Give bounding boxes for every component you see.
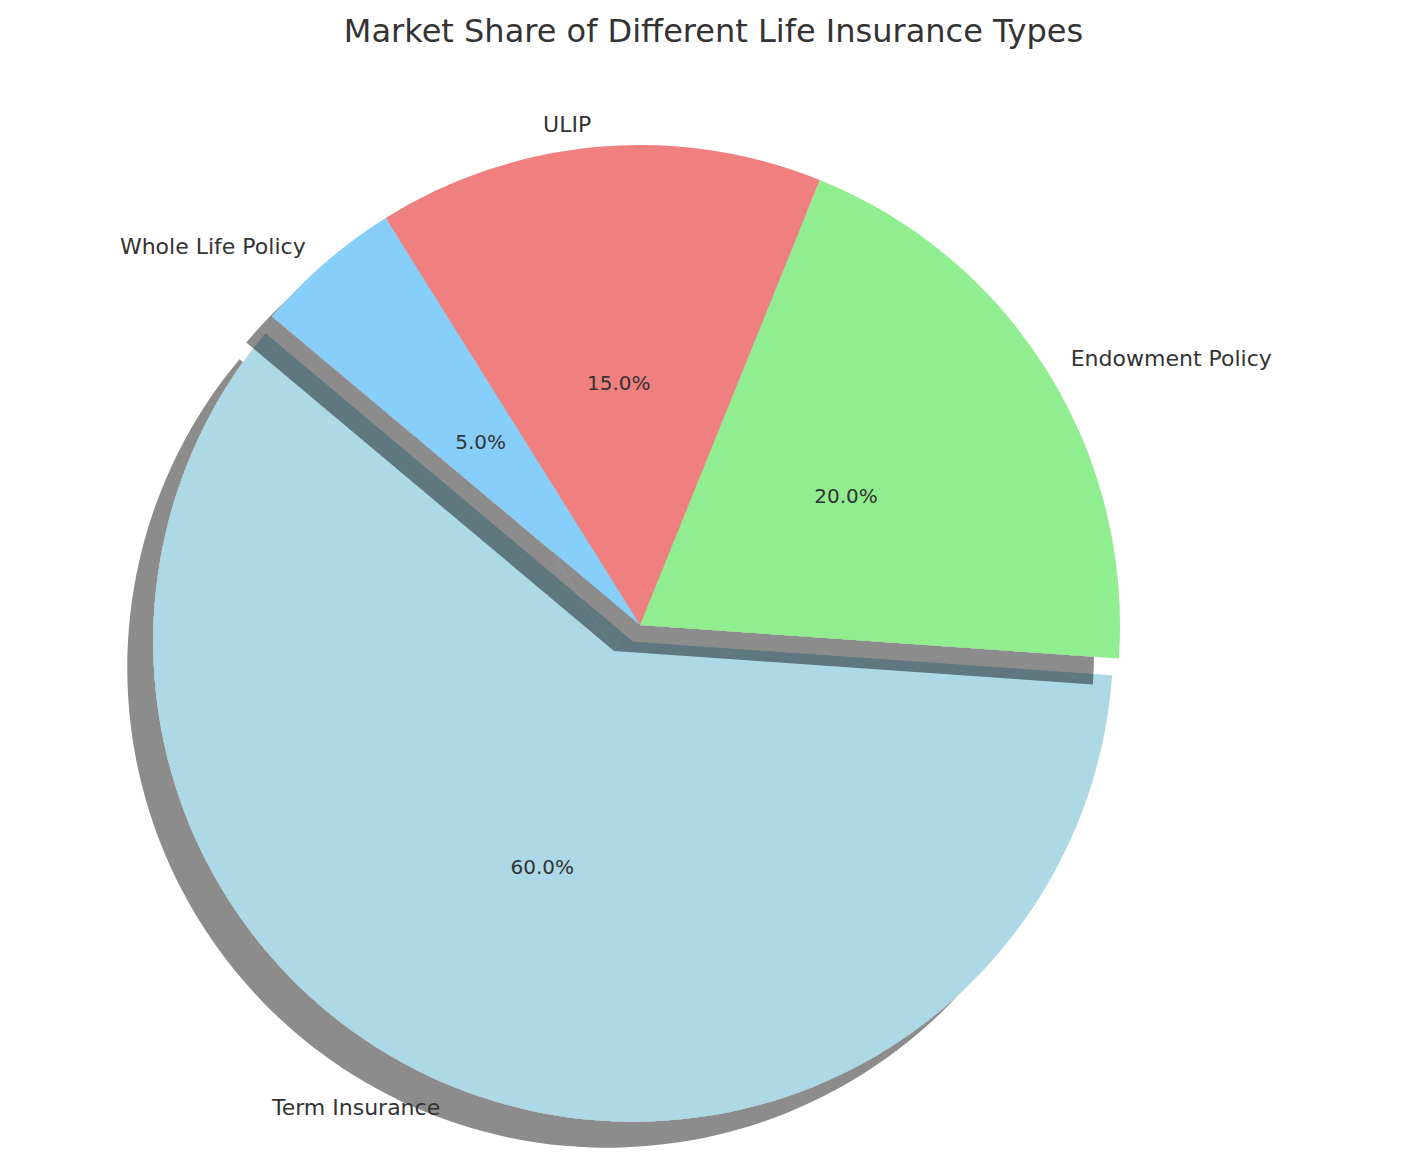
svg-text:60.0%: 60.0% — [510, 855, 574, 879]
svg-text:5.0%: 5.0% — [455, 430, 506, 454]
svg-text:20.0%: 20.0% — [814, 484, 878, 508]
svg-text:15.0%: 15.0% — [587, 371, 651, 395]
svg-text:Term Insurance: Term Insurance — [271, 1095, 440, 1120]
svg-text:Whole Life Policy: Whole Life Policy — [120, 234, 306, 259]
svg-text:Endowment Policy: Endowment Policy — [1071, 346, 1272, 371]
svg-text:Market Share of Different Life: Market Share of Different Life Insurance… — [344, 12, 1083, 50]
svg-text:ULIP: ULIP — [543, 112, 591, 137]
